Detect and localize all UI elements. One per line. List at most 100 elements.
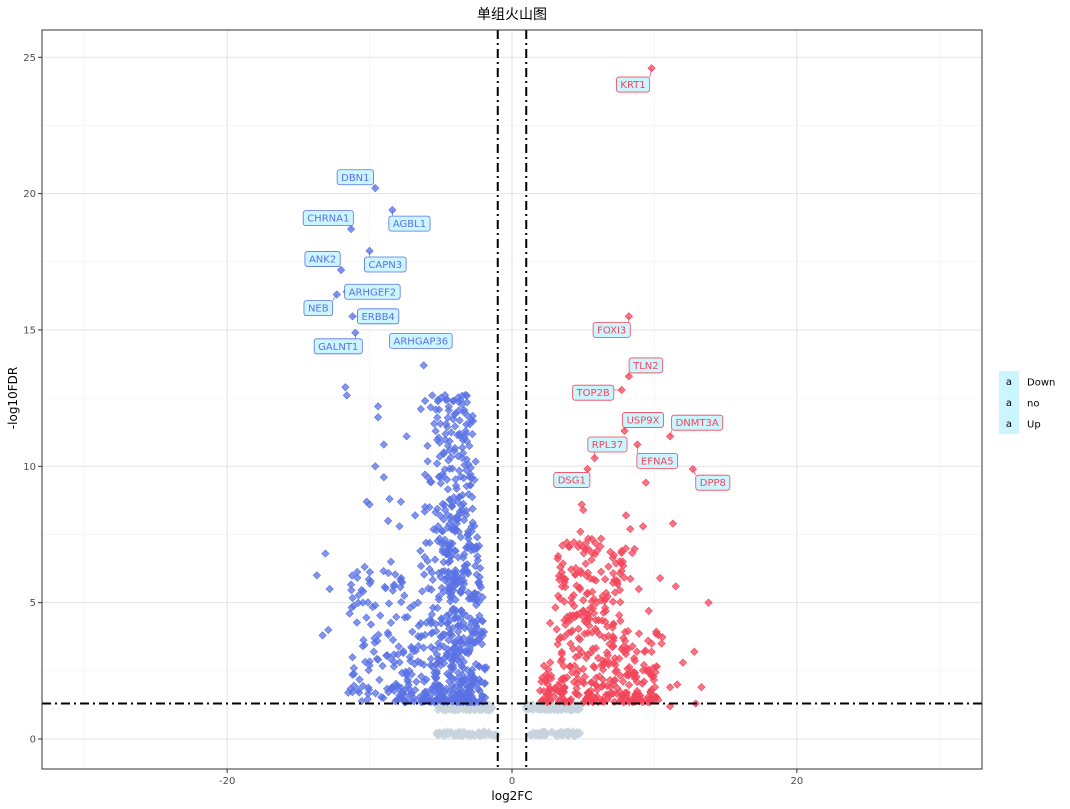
point-up <box>603 690 613 700</box>
point-down <box>358 681 368 691</box>
point-down <box>471 457 480 466</box>
point-up <box>608 553 617 563</box>
point-down <box>475 675 484 684</box>
point-down <box>396 582 405 592</box>
gene-label-box <box>357 308 400 325</box>
point-up <box>560 675 569 684</box>
point-down <box>347 586 356 595</box>
point-down <box>378 661 387 671</box>
point-down <box>454 493 463 502</box>
point-up <box>641 478 650 487</box>
point-down <box>347 603 356 612</box>
point-no <box>446 705 456 714</box>
gene-label-erbb4: ERBB4 <box>352 308 400 325</box>
gene-label-text: ARHGEF2 <box>349 287 397 298</box>
gene-label-leader <box>669 430 672 437</box>
gene-label-dpp8: DPP8 <box>692 468 731 491</box>
point-down <box>460 624 469 633</box>
legend-label-no: no <box>1027 399 1039 410</box>
point-down <box>446 569 455 578</box>
point-up <box>621 511 631 520</box>
gene-label-box <box>363 256 407 273</box>
point-down <box>478 593 487 602</box>
point-no <box>558 704 568 713</box>
point-up <box>594 616 603 625</box>
point-up <box>567 593 576 602</box>
point-down <box>357 585 366 595</box>
gene-label-text: DBN1 <box>341 173 369 184</box>
point-down <box>436 479 445 488</box>
point-down <box>388 635 398 645</box>
point-no <box>540 727 550 737</box>
point-down <box>384 630 393 639</box>
point-down <box>464 490 473 499</box>
point-down <box>434 433 443 442</box>
point-down <box>346 580 356 589</box>
point-down <box>447 428 456 437</box>
point-no <box>535 705 544 715</box>
legend-key-bg <box>999 392 1019 413</box>
point-up <box>671 582 680 591</box>
point-down <box>341 383 350 392</box>
gene-label-text: ERBB4 <box>361 312 394 323</box>
point-up <box>630 674 640 683</box>
point-up <box>545 684 555 693</box>
point-up <box>579 505 588 515</box>
point-down <box>397 597 406 607</box>
gene-label-dnmt3a: DNMT3A <box>669 414 724 437</box>
point-no <box>480 728 490 737</box>
gene-label-arhgap36: ARHGAP36 <box>389 332 453 349</box>
point-up <box>626 524 635 534</box>
point-up <box>608 642 617 651</box>
point-down <box>449 653 458 662</box>
point-down <box>324 625 333 635</box>
point-down <box>416 561 426 571</box>
point-down <box>407 670 416 679</box>
point-down <box>438 527 447 536</box>
point-down <box>432 459 442 468</box>
gene-label-leader <box>332 294 338 301</box>
point-up <box>624 680 634 690</box>
point-down <box>353 567 362 577</box>
point-down <box>342 391 351 400</box>
y-tick-label: 5 <box>30 598 36 609</box>
point-up <box>541 676 550 686</box>
point-up <box>586 648 596 657</box>
point-down <box>397 573 406 583</box>
point-up <box>564 542 574 551</box>
gene-label-text: AGBL1 <box>393 219 426 230</box>
point-down <box>383 516 393 525</box>
legend-key-glyph: a <box>1006 398 1012 409</box>
point-no <box>575 704 584 714</box>
point-down <box>403 677 413 686</box>
point-down <box>425 503 434 512</box>
point-down <box>410 694 419 703</box>
point-up <box>572 669 581 678</box>
point-down <box>471 618 480 627</box>
point-down <box>439 515 448 524</box>
point-up <box>587 555 596 565</box>
point-down <box>392 612 401 622</box>
point-up <box>623 627 633 636</box>
point-up <box>608 620 618 629</box>
gene-label-text: DPP8 <box>700 478 726 489</box>
point-up <box>573 679 582 688</box>
point-up <box>576 527 585 536</box>
point-up <box>574 690 583 700</box>
gene-label-box <box>388 215 431 232</box>
point-up <box>551 603 560 612</box>
point-up <box>546 658 555 667</box>
gene-label-leader <box>373 184 376 189</box>
point-down <box>407 642 416 652</box>
point-down <box>446 452 456 462</box>
point-down <box>468 429 477 439</box>
y-tick-label: 20 <box>23 189 36 200</box>
point-down <box>457 586 466 595</box>
legend-label-down: Down <box>1027 378 1055 389</box>
gene-label-text: DSG1 <box>558 475 586 486</box>
point-down <box>477 639 487 649</box>
point-up <box>591 643 601 653</box>
point-up <box>574 644 583 654</box>
point-down <box>348 653 357 662</box>
point-up <box>579 543 588 552</box>
